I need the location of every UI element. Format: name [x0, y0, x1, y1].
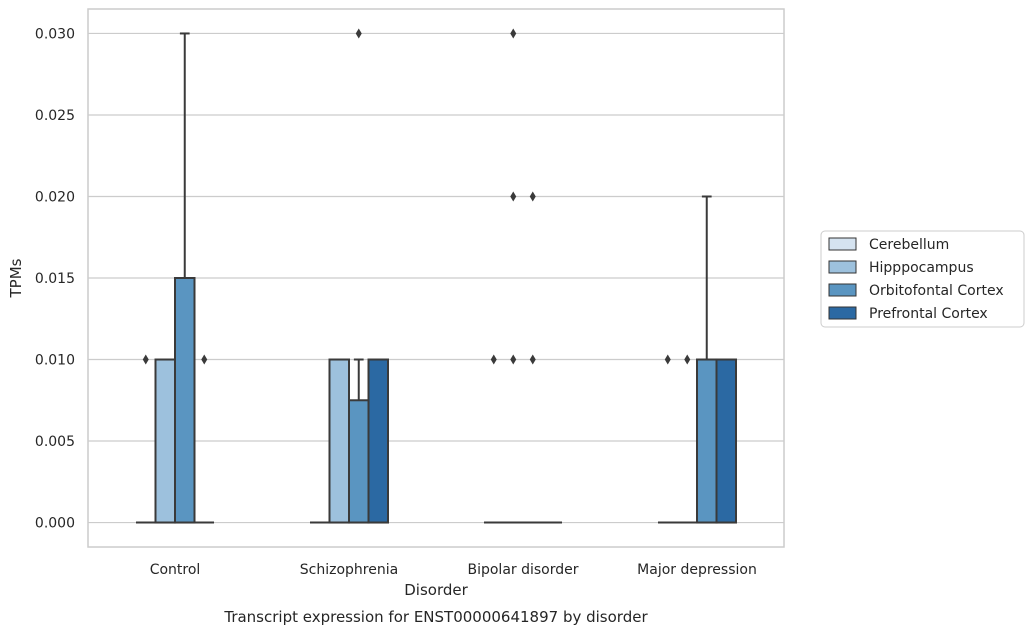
y-axis-label: TPMs [7, 258, 25, 298]
chart-title: Transcript expression for ENST0000064189… [223, 608, 648, 626]
x-tick-label: Major depression [637, 562, 757, 578]
box [154, 358, 176, 524]
y-tick-label: 0.025 [35, 108, 75, 124]
outlier-point [529, 191, 536, 202]
box-orbitofontal-cortex [696, 195, 718, 524]
y-tick-labels: 0.000 0.005 0.010 0.015 0.020 0.025 0.030 [35, 26, 75, 531]
box-prefrontal-cortex [715, 358, 737, 524]
box-prefrontal-cortex [367, 358, 389, 524]
outlier-point [510, 191, 517, 202]
outlier-point [684, 354, 691, 365]
box-hipppocampus [328, 358, 350, 524]
x-tick-label: Schizophrenia [300, 562, 398, 578]
box-cerebellum [484, 354, 504, 524]
outlier-point [355, 28, 362, 39]
box [367, 358, 389, 524]
outlier-point [142, 354, 149, 365]
y-tick-label: 0.010 [35, 353, 75, 369]
x-tick-label: Bipolar disorder [467, 562, 578, 578]
box [715, 358, 737, 524]
box-orbitofontal-cortex [523, 191, 543, 524]
box-hipppocampus [503, 28, 523, 524]
outlier-point [529, 354, 536, 365]
box [348, 399, 370, 524]
box-cerebellum [136, 354, 156, 524]
outlier-point [510, 28, 517, 39]
legend-label: Cerebellum [869, 237, 949, 253]
box [174, 277, 196, 524]
outlier-point [490, 354, 497, 365]
legend-swatch [828, 283, 857, 297]
legend-label: Hipppocampus [869, 260, 974, 276]
box-cerebellum [658, 354, 678, 524]
box-hipppocampus [677, 354, 697, 524]
y-tick-label: 0.005 [35, 434, 75, 450]
y-tick-label: 0.030 [35, 26, 75, 42]
box [328, 358, 350, 524]
outlier-point [664, 354, 671, 365]
box [696, 358, 718, 524]
x-tick-label: Control [150, 562, 201, 578]
y-tick-label: 0.015 [35, 271, 75, 287]
box-prefrontal-cortex [194, 354, 214, 524]
y-tick-label: 0.020 [35, 189, 75, 205]
legend-label: Orbitofontal Cortex [869, 283, 1004, 299]
box-orbitofontal-cortex [174, 32, 196, 524]
outlier-point [510, 354, 517, 365]
legend-label: Prefrontal Cortex [869, 306, 988, 322]
legend: Cerebellum Hipppocampus Orbitofontal Corte… [820, 230, 1025, 328]
y-tick-label: 0.000 [35, 516, 75, 532]
legend-swatch [828, 260, 857, 274]
x-tick-labels: Control Schizophrenia Bipolar disorder Majo… [150, 562, 757, 578]
legend-frame [820, 230, 1025, 328]
x-axis-label: Disorder [404, 581, 468, 599]
outlier-point [201, 354, 208, 365]
box-hipppocampus [154, 358, 176, 524]
box-marks [136, 28, 737, 524]
box-orbitofontal-cortex [348, 28, 370, 524]
legend-swatch [828, 237, 857, 251]
plot-frame [87, 8, 785, 548]
legend-swatch [828, 306, 857, 320]
